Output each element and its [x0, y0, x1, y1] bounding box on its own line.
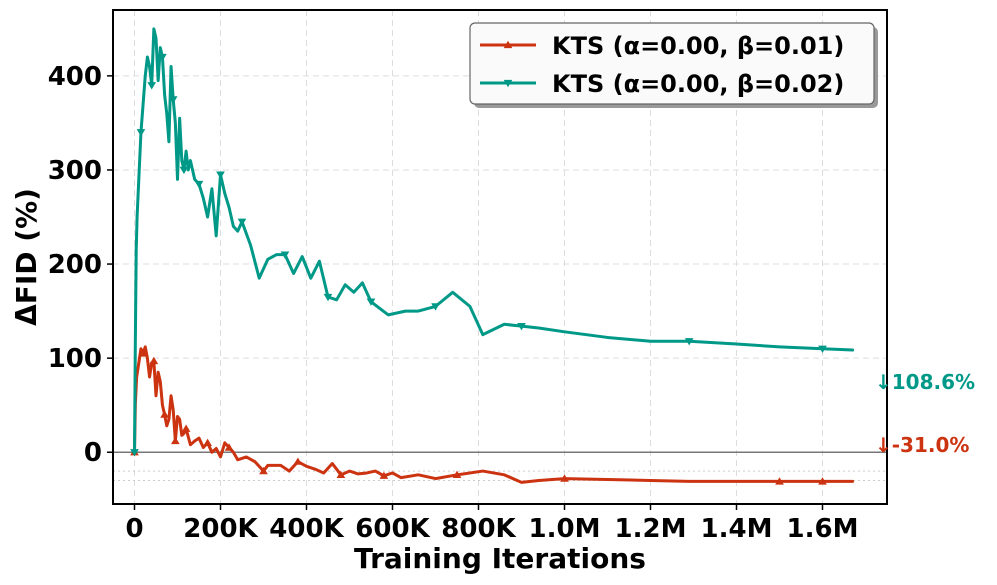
x-axis-title: Training Iterations	[354, 542, 646, 575]
data-point-marker	[168, 96, 178, 104]
data-point-marker	[818, 345, 827, 353]
data-point-marker	[517, 323, 526, 331]
data-point-marker	[224, 443, 234, 451]
legend-box	[469, 22, 875, 105]
legend-label: KTS (α=0.00, β=0.01)	[552, 32, 844, 60]
data-point-marker	[366, 298, 376, 306]
series-line	[133, 345, 855, 484]
final-value-label: ↓108.6%	[875, 370, 975, 394]
y-tick-label: 300	[48, 156, 102, 186]
x-tick-label: 600K	[355, 514, 430, 544]
zero-reference-line	[113, 451, 887, 481]
data-point-marker	[379, 471, 389, 479]
data-point-marker	[147, 82, 157, 90]
series-2	[130, 27, 855, 457]
y-tick-label: 200	[48, 250, 102, 280]
data-point-marker	[160, 410, 169, 418]
x-tick-label: 1.6M	[787, 514, 859, 544]
x-tick-label: 800K	[441, 514, 516, 544]
y-axis-title: ΔFID (%)	[10, 188, 43, 326]
data-point-marker	[237, 218, 247, 226]
y-axis-ticks: 0 100 200 300 400	[48, 62, 113, 468]
data-point-marker	[203, 438, 212, 446]
legend-entry: KTS (α=0.00, β=0.02)	[480, 70, 844, 98]
data-point-marker	[136, 129, 146, 137]
final-value-label: ↓-31.0%	[875, 433, 969, 457]
x-axis-ticks: 0 200K 400K 600K 800K 1.0M 1.2M 1.4M 1.6M	[125, 504, 858, 544]
legend: KTS (α=0.00, β=0.01) KTS (α=0.00, β=0.02)	[469, 22, 878, 108]
data-point-marker	[431, 303, 440, 311]
data-point-marker	[259, 466, 268, 475]
x-tick-label: 0	[125, 514, 143, 544]
x-tick-label: 1.0M	[529, 514, 601, 544]
data-point-marker	[171, 436, 180, 445]
data-point-marker	[216, 171, 225, 179]
data-point-marker	[452, 470, 462, 478]
legend-label: KTS (α=0.00, β=0.02)	[552, 70, 844, 98]
x-tick-label: 1.4M	[701, 514, 773, 544]
y-tick-label: 100	[48, 344, 102, 374]
data-point-marker	[130, 449, 139, 457]
data-point-marker	[149, 356, 159, 365]
data-point-marker	[684, 338, 694, 346]
data-point-marker	[181, 424, 191, 432]
data-point-marker	[158, 53, 167, 62]
data-point-marker	[293, 457, 303, 465]
data-point-marker	[179, 166, 189, 175]
data-point-marker	[336, 470, 346, 478]
legend-swatch-marker	[503, 40, 513, 49]
data-point-marker	[280, 251, 290, 259]
data-point-marker	[775, 477, 784, 485]
data-point-marker	[194, 180, 204, 189]
y-tick-label: 400	[48, 62, 102, 92]
plot-frame	[112, 9, 888, 505]
series-line	[133, 27, 855, 454]
data-point-marker	[560, 474, 569, 482]
data-point-marker	[138, 349, 148, 357]
y-tick-label: 0	[84, 438, 102, 468]
x-tick-label: 1.2M	[615, 514, 687, 544]
legend-entry: KTS (α=0.00, β=0.01)	[480, 32, 844, 60]
data-point-marker	[323, 293, 333, 302]
x-tick-label: 400K	[269, 514, 344, 544]
final-value-annotations: ↓-31.0% ↓108.6%	[875, 370, 975, 457]
data-point-marker	[818, 477, 827, 485]
series-1	[130, 345, 855, 485]
series-layer	[130, 27, 855, 485]
x-tick-label: 200K	[183, 514, 258, 544]
legend-swatch-marker	[503, 79, 513, 88]
